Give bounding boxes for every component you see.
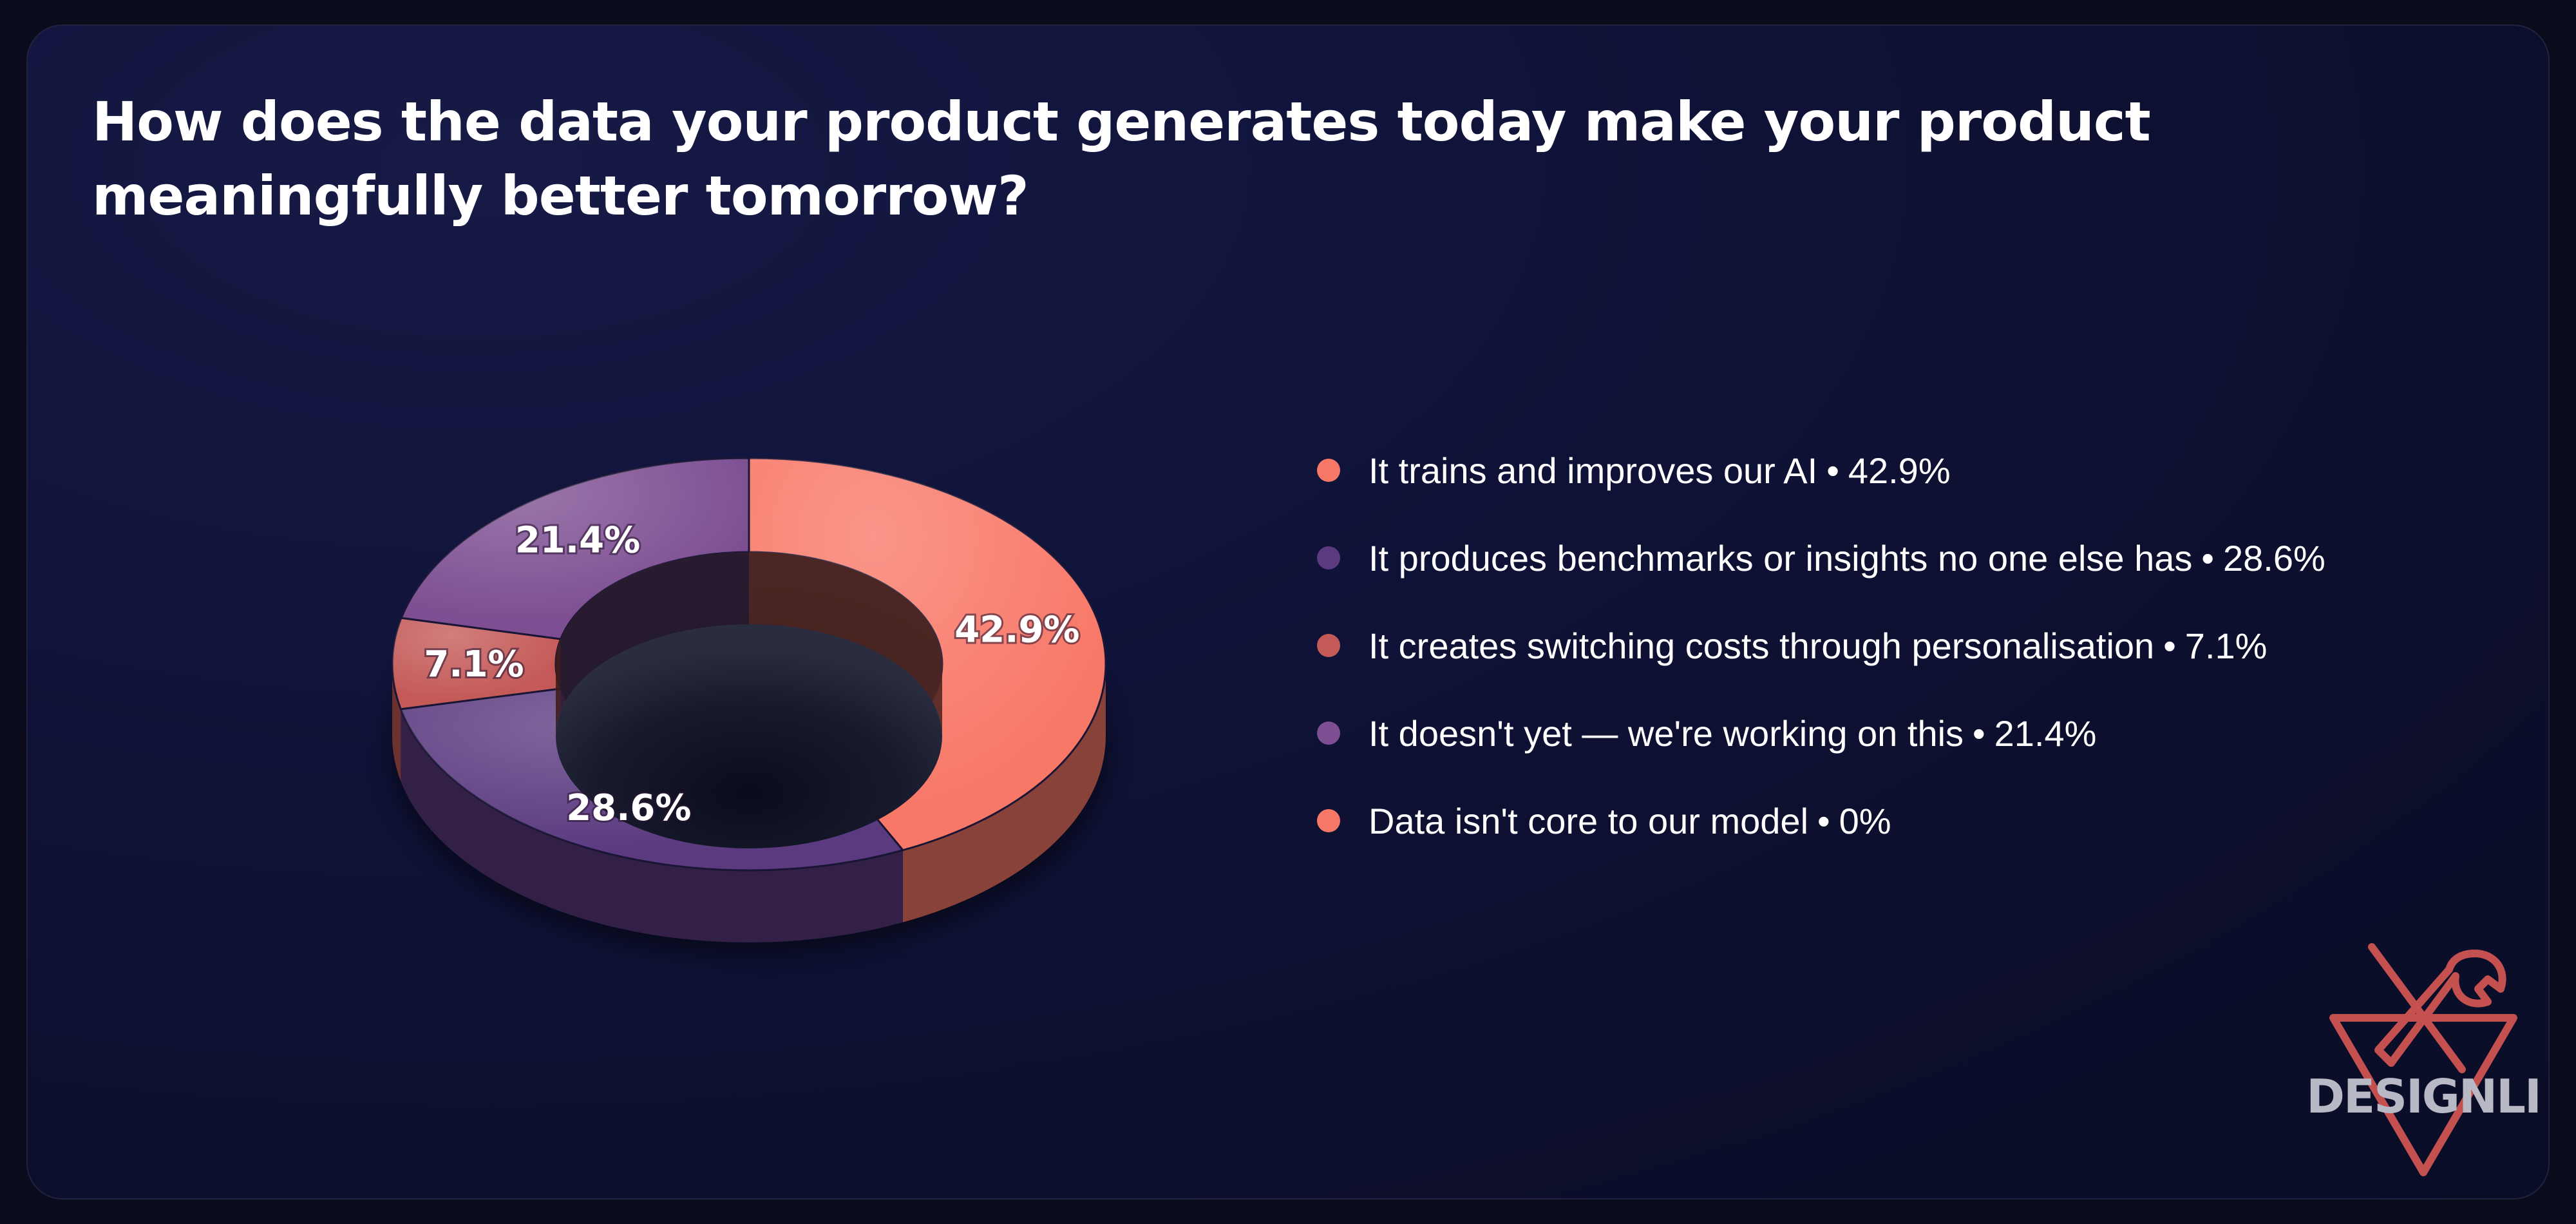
- donut-side-1: [903, 664, 1106, 923]
- legend-item: It produces benchmarks or insights no on…: [1302, 514, 2325, 602]
- legend-label: It creates switching costs through perso…: [1368, 625, 2155, 666]
- legend-swatch: [1317, 809, 1340, 832]
- legend-label: Data isn't core to our model: [1368, 800, 1809, 841]
- legend-swatch: [1317, 459, 1340, 482]
- donut-chart: 42.9% 28.6% 7.1% 21.4%: [388, 457, 1110, 953]
- legend-label: It trains and improves our AI: [1368, 450, 1818, 491]
- donut-side-3: [392, 664, 401, 781]
- data-label-1: 42.9%: [954, 609, 1079, 651]
- donut-hole-wall-4: [560, 552, 749, 711]
- chart-title: How does the data your product generates…: [92, 90, 2151, 227]
- donut-hole-wall-3: [556, 638, 561, 736]
- legend-item: Data isn't core to our model • 0%: [1302, 777, 2325, 865]
- legend-label: It doesn't yet — we're working on this: [1368, 712, 1964, 754]
- legend-separator: •: [2163, 625, 2176, 666]
- donut-slice-shine: [749, 458, 1106, 850]
- legend-separator: •: [1973, 712, 1985, 754]
- chart-card: How does the data your product generates…: [26, 24, 2550, 1200]
- logo-text: DESIGNLI: [2306, 1069, 2542, 1124]
- legend-swatch: [1317, 634, 1340, 657]
- legend-swatch: [1317, 722, 1340, 745]
- crossed-tools-icon: [2329, 943, 2517, 1176]
- donut-slice-shine: [401, 458, 749, 639]
- legend-value: 28.6%: [2223, 537, 2325, 579]
- legend-item: It doesn't yet — we're working on this • 2…: [1302, 689, 2325, 777]
- legend-value: 21.4%: [1994, 712, 2097, 754]
- designli-logo: DESIGNLI: [2295, 934, 2548, 1192]
- legend-value: 0%: [1839, 800, 1891, 841]
- data-label-3: 7.1%: [424, 644, 524, 685]
- legend-separator: •: [2201, 537, 2214, 579]
- legend-item: It trains and improves our AI • 42.9%: [1302, 426, 2325, 514]
- legend-item: It creates switching costs through perso…: [1302, 602, 2325, 689]
- data-label-4: 21.4%: [515, 520, 640, 562]
- donut-side-2: [401, 709, 904, 942]
- legend-separator: •: [1826, 450, 1839, 491]
- legend-value: 42.9%: [1848, 450, 1951, 491]
- data-label-2: 28.6%: [566, 787, 691, 829]
- legend-label: It produces benchmarks or insights no on…: [1368, 537, 2193, 579]
- legend-value: 7.1%: [2184, 625, 2268, 666]
- chart-legend: It trains and improves our AI • 42.9% It pr…: [1302, 426, 2325, 865]
- legend-swatch: [1317, 546, 1340, 569]
- legend-separator: •: [1817, 800, 1830, 841]
- donut-hole-floor: [556, 624, 942, 848]
- donut-hole-wall-1: [749, 552, 942, 736]
- donut-slice-shine: [392, 618, 561, 709]
